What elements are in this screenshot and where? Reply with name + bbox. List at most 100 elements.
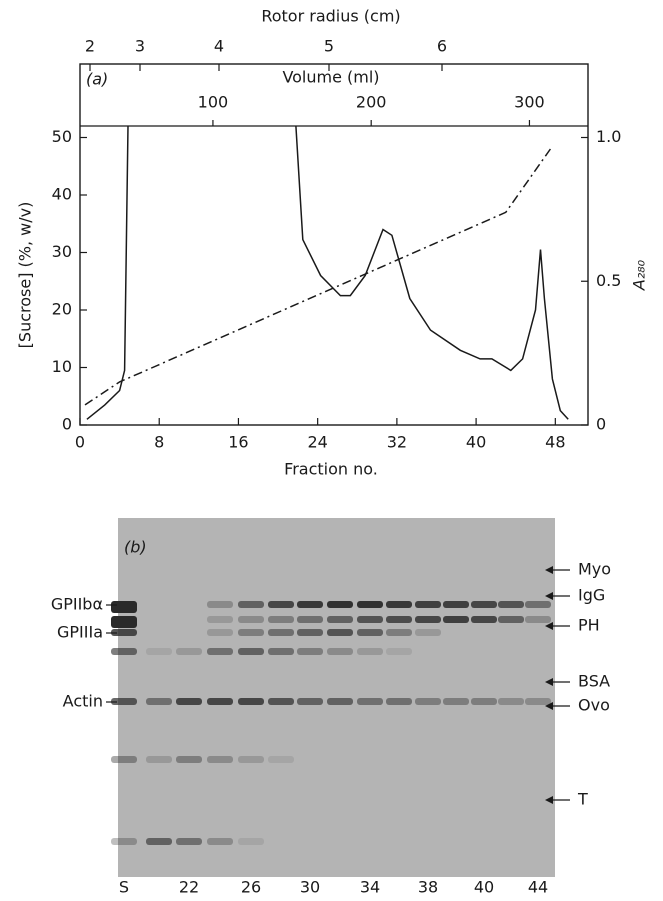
y-tick-label: 40 [52, 185, 72, 204]
gel-band [297, 601, 323, 608]
right-band-arrowhead [545, 678, 553, 686]
gel-band [111, 629, 137, 636]
lane-label: 30 [300, 878, 320, 897]
gel-band [238, 698, 264, 705]
y2-tick-label: 1.0 [596, 127, 621, 146]
gel-band [386, 648, 412, 655]
y2-axis-title: A₂₈₀ [630, 259, 649, 291]
gel-band [207, 616, 233, 623]
right-band-label: Myo [578, 560, 611, 579]
right-band-label: Ovo [578, 696, 610, 715]
gel-band [415, 629, 441, 636]
x-tick-label: 16 [228, 433, 248, 452]
gel-band [525, 698, 551, 705]
x2-tick-label: 200 [356, 93, 387, 112]
x-tick-label: 40 [466, 433, 486, 452]
gel-band [111, 756, 137, 763]
gel-band [146, 698, 172, 705]
gel: (b) GPIIbα GPIIIa Actin Myo IgG PH BSA Ovo T S 22 2… [51, 518, 611, 897]
gel-band [471, 601, 497, 608]
right-band-arrowhead [545, 566, 553, 574]
gel-band [268, 648, 294, 655]
left-band-label: GPIIIa [57, 623, 103, 642]
lane-label: 26 [241, 878, 261, 897]
lane-label: 38 [418, 878, 438, 897]
y-tick-label: 30 [52, 242, 72, 261]
lane-label: 44 [528, 878, 548, 897]
gel-band [238, 601, 264, 608]
x3-tick-label: 5 [324, 37, 334, 56]
x2-tick-label: 300 [514, 93, 545, 112]
x-tick-label: 8 [154, 433, 164, 452]
gel-band [327, 648, 353, 655]
gel-band [297, 648, 323, 655]
gel-band [327, 629, 353, 636]
lane-label: 40 [474, 878, 494, 897]
gel-band [111, 698, 137, 705]
gel-band [357, 601, 383, 608]
gel-band [146, 648, 172, 655]
gel-band [357, 698, 383, 705]
right-band-arrowhead [545, 796, 553, 804]
lane-label: 34 [360, 878, 380, 897]
gel-band [238, 648, 264, 655]
right-band-label: PH [578, 616, 600, 635]
gel-band [415, 616, 441, 623]
y2-tick-label: 0.5 [596, 271, 621, 290]
gel-band [386, 629, 412, 636]
gel-band [471, 616, 497, 623]
x-axis-title: Fraction no. [284, 460, 378, 479]
y2-tick-label: 0 [596, 415, 606, 434]
gel-band [297, 698, 323, 705]
x-tick-label: 0 [75, 433, 85, 452]
gel-band [357, 616, 383, 623]
gel-band [357, 648, 383, 655]
gel-band [238, 616, 264, 623]
plot-frame [79, 63, 589, 426]
gel-band [176, 648, 202, 655]
gel-band [327, 698, 353, 705]
y-tick-label: 10 [52, 357, 72, 376]
gel-panel-label: (b) [124, 538, 147, 557]
gel-band [146, 838, 172, 845]
gel-band [176, 756, 202, 763]
gel-band [207, 601, 233, 608]
left-band-label: GPIIbα [51, 595, 103, 614]
x-tick-label: 32 [387, 433, 407, 452]
volume-axis-title: Volume (ml) [282, 68, 379, 87]
gel-band [525, 601, 551, 608]
gel-band [238, 756, 264, 763]
right-band-arrowhead [545, 702, 553, 710]
gel-band [207, 698, 233, 705]
gel-band [297, 616, 323, 623]
right-band-arrowhead [545, 592, 553, 600]
gel-band [297, 629, 323, 636]
gel-band [386, 616, 412, 623]
lane-label: S [119, 878, 129, 897]
y-tick-label: 0 [62, 415, 72, 434]
gel-band [268, 616, 294, 623]
gel-band [415, 698, 441, 705]
gel-band [386, 601, 412, 608]
gel-band [268, 601, 294, 608]
gel-band [327, 616, 353, 623]
x3-tick-label: 4 [214, 37, 224, 56]
gel-band [443, 601, 469, 608]
gel-band [111, 838, 137, 845]
y-axis-title: [Sucrose] (%, w/v) [16, 202, 35, 349]
rotor-axis-title: Rotor radius (cm) [261, 7, 400, 26]
gel-band [268, 698, 294, 705]
y-tick-label: 20 [52, 300, 72, 319]
left-band-label: Actin [63, 692, 103, 711]
gel-band [207, 756, 233, 763]
gel-background [118, 518, 555, 877]
gel-band [207, 629, 233, 636]
right-band-label: T [577, 790, 588, 809]
gel-band [176, 698, 202, 705]
gel-band [327, 601, 353, 608]
gel-band [443, 698, 469, 705]
gel-band [357, 629, 383, 636]
x3-tick-label: 3 [135, 37, 145, 56]
gel-band [415, 601, 441, 608]
